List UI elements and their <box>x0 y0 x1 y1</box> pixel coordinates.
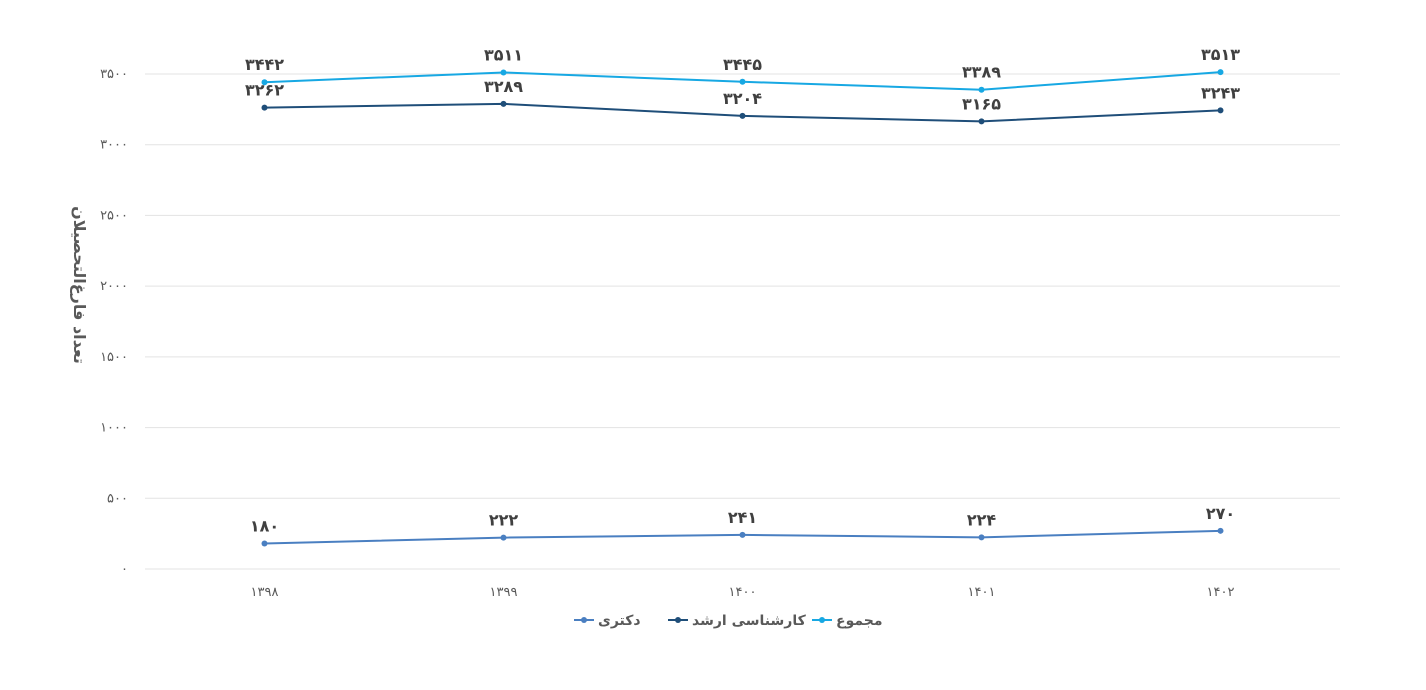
legend-item: دکتری <box>574 613 641 629</box>
data-point <box>261 79 268 86</box>
y-tick-label: ۱۰۰۰ <box>100 421 128 436</box>
data-label: ۳۱۶۵ <box>962 94 1001 113</box>
legend-item: مجموع <box>812 613 882 629</box>
y-axis-ticks: ۰ ۵۰۰ ۱۰۰۰ ۱۵۰۰ ۲۰۰۰ ۲۵۰۰ ۳۰۰۰ ۳۵۰۰ <box>100 67 128 577</box>
data-label: ۲۷۰ <box>1206 504 1235 523</box>
legend-item: کارشناسی ارشد <box>668 613 807 629</box>
legend-label: دکتری <box>598 613 641 629</box>
data-label: ۳۳۸۹ <box>962 63 1001 82</box>
data-label: ۳۴۴۲ <box>245 55 284 74</box>
data-point <box>500 69 507 76</box>
data-point <box>1217 107 1224 114</box>
legend: دکتری کارشناسی ارشد مجموع <box>574 613 882 629</box>
x-axis-ticks: ۱۳۹۸ ۱۳۹۹ ۱۴۰۰ ۱۴۰۱ ۱۴۰۲ <box>251 585 1235 600</box>
data-label: ۳۲۰۴ <box>723 89 762 108</box>
x-tick-label: ۱۴۰۲ <box>1207 585 1235 600</box>
data-point <box>261 540 268 547</box>
x-tick-label: ۱۳۹۹ <box>490 585 518 600</box>
data-label: ۳۴۴۵ <box>723 55 762 74</box>
legend-marker <box>581 617 587 623</box>
x-tick-label: ۱۳۹۸ <box>251 585 279 600</box>
y-tick-label: ۱۵۰۰ <box>100 350 128 365</box>
y-tick-label: ۳۰۰۰ <box>100 138 128 153</box>
data-label: ۳۵۱۳ <box>1201 45 1240 64</box>
data-point <box>978 534 985 541</box>
data-label: ۳۵۱۱ <box>484 45 523 64</box>
data-label: ۲۲۲ <box>489 511 519 530</box>
data-label: ۳۲۶۲ <box>245 81 284 100</box>
y-tick-label: ۲۵۰۰ <box>100 208 128 223</box>
legend-label: مجموع <box>836 613 882 629</box>
data-label: ۲۲۴ <box>967 510 997 529</box>
legend-marker <box>819 617 825 623</box>
legend-marker <box>675 617 681 623</box>
data-label: ۳۲۴۳ <box>1201 83 1240 102</box>
data-label: ۲۴۱ <box>728 508 757 527</box>
y-axis-title: تعداد فارغ‌التحصیلان <box>70 206 89 364</box>
data-label: ۳۲۸۹ <box>484 77 523 96</box>
data-point <box>739 531 746 538</box>
x-tick-label: ۱۴۰۱ <box>968 585 996 600</box>
y-tick-label: ۳۵۰۰ <box>100 67 128 82</box>
data-point <box>739 112 746 119</box>
y-tick-label: ۰ <box>121 562 128 577</box>
data-point <box>739 78 746 85</box>
data-label: ۱۸۰ <box>250 517 279 536</box>
data-point <box>1217 527 1224 534</box>
y-tick-label: ۲۰۰۰ <box>100 279 128 294</box>
y-tick-label: ۵۰۰ <box>107 491 128 506</box>
legend-label: کارشناسی ارشد <box>692 613 807 629</box>
x-tick-label: ۱۴۰۰ <box>729 585 757 600</box>
data-point <box>500 534 507 541</box>
data-point <box>978 118 985 125</box>
data-point <box>500 100 507 107</box>
data-point <box>261 104 268 111</box>
series <box>261 69 1224 547</box>
data-point <box>1217 69 1224 76</box>
data-labels: ۳۴۴۲ ۳۵۱۱ ۳۴۴۵ ۳۳۸۹ ۳۵۱۳ ۳۲۶۲ ۳۲۸۹ ۳۲۰۴ ۳۱۶۵ ۳۲۴۳… <box>245 45 1240 535</box>
data-point <box>978 86 985 93</box>
gridlines <box>145 73 1340 570</box>
